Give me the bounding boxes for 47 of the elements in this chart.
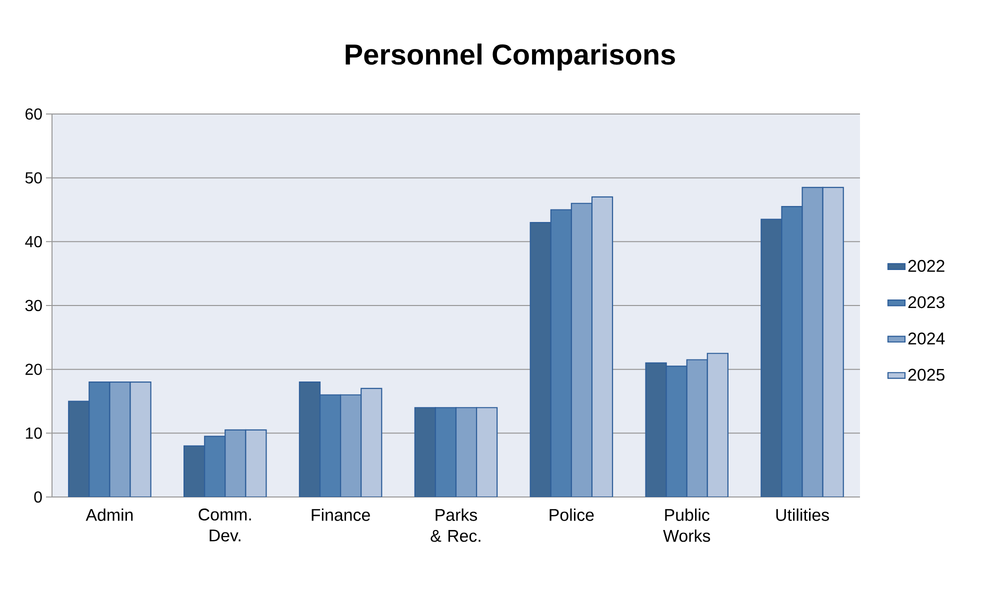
- y-tick-label: 0: [34, 491, 42, 503]
- bar: [646, 362, 666, 497]
- bar: [781, 206, 803, 497]
- x-tick-label: Police: [550, 508, 594, 521]
- x-tick-label: Admin: [86, 508, 133, 521]
- y-tick-label: 10: [26, 428, 42, 439]
- legend-label: 2023: [908, 296, 944, 308]
- bar: [456, 408, 477, 497]
- x-tick-label: Comm. Dev.: [198, 508, 251, 542]
- bar: [340, 394, 362, 497]
- bar: [592, 196, 613, 497]
- legend-label: 2025: [908, 368, 944, 381]
- bar: [320, 394, 341, 497]
- bar: [822, 186, 844, 497]
- bar: [666, 366, 687, 497]
- bar: [707, 353, 728, 497]
- x-tick-label: Parks & Rec.: [430, 508, 480, 542]
- legend-label: 2024: [908, 332, 945, 344]
- y-tick-label: 40: [25, 236, 42, 248]
- x-tick-label: Finance: [312, 508, 370, 521]
- bar: [686, 360, 708, 497]
- legend-label: 2022: [908, 260, 944, 272]
- bar: [299, 382, 320, 497]
- bar: [435, 408, 456, 497]
- bar: [802, 186, 824, 497]
- x-tick-label: Public Works: [663, 508, 710, 542]
- bar: [571, 203, 592, 497]
- bar: [110, 382, 130, 497]
- y-tick-label: 60: [26, 108, 42, 120]
- y-tick-label: 50: [25, 172, 42, 184]
- x-tick-label: Utilities: [776, 508, 829, 521]
- bar: [361, 388, 382, 497]
- bar: [204, 436, 226, 497]
- bar: [760, 218, 782, 497]
- bar: [225, 430, 246, 497]
- chart-title: Personnel Comparisons: [346, 44, 675, 71]
- bar: [89, 382, 110, 497]
- bar: [184, 446, 205, 497]
- bar: [130, 382, 151, 497]
- bar: [68, 401, 90, 497]
- bar: [246, 430, 266, 497]
- bar: [476, 408, 498, 497]
- y-tick-label: 20: [26, 364, 42, 375]
- y-tick-label: 30: [25, 300, 42, 312]
- bar: [550, 210, 572, 497]
- bar: [414, 408, 436, 497]
- bar: [530, 222, 551, 497]
